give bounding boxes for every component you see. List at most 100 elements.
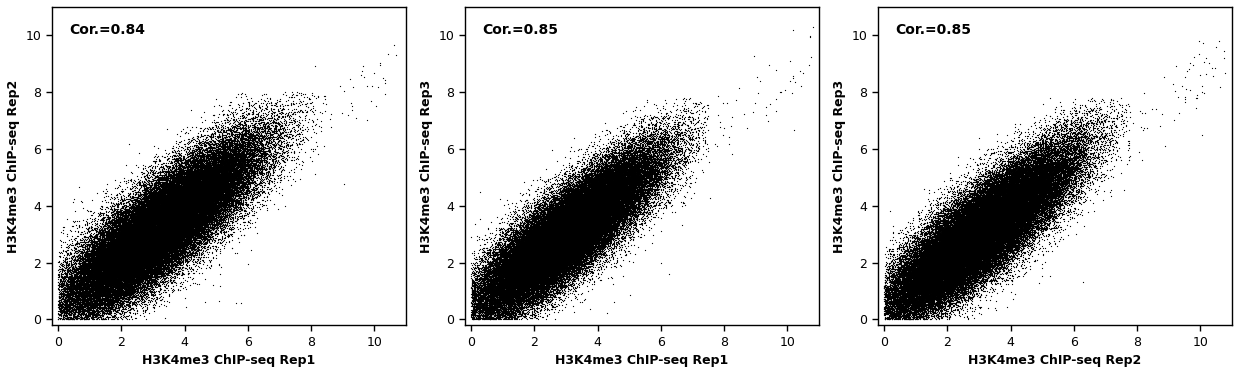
Point — [577, 223, 597, 229]
Point — [528, 242, 548, 248]
Point — [947, 232, 966, 238]
Point — [926, 255, 945, 261]
Point — [534, 285, 554, 291]
Point — [555, 251, 575, 257]
Point — [1098, 153, 1118, 159]
Point — [885, 281, 904, 287]
Point — [543, 193, 563, 199]
Point — [623, 199, 643, 205]
Point — [304, 103, 323, 109]
Point — [159, 236, 178, 242]
Point — [662, 135, 681, 141]
Point — [943, 231, 963, 237]
Point — [1033, 171, 1053, 177]
Point — [157, 215, 177, 221]
Point — [926, 289, 945, 295]
Point — [123, 213, 142, 219]
Point — [901, 232, 921, 238]
Point — [146, 259, 166, 265]
Point — [1022, 223, 1042, 229]
Point — [123, 237, 142, 243]
Point — [113, 270, 133, 276]
Point — [134, 268, 154, 274]
Point — [561, 240, 581, 246]
Point — [186, 226, 206, 232]
Point — [68, 233, 88, 239]
Point — [152, 250, 172, 256]
Point — [958, 255, 978, 261]
Point — [945, 221, 965, 227]
Point — [186, 177, 206, 183]
Point — [116, 267, 136, 273]
Point — [191, 183, 211, 189]
Point — [973, 246, 992, 252]
Point — [527, 295, 546, 301]
Point — [549, 234, 569, 240]
Point — [965, 196, 985, 202]
Point — [991, 199, 1011, 205]
Point — [113, 248, 133, 254]
Point — [598, 190, 618, 196]
Point — [199, 180, 219, 186]
Point — [170, 193, 190, 199]
Point — [207, 218, 227, 224]
Point — [546, 247, 566, 253]
Point — [118, 263, 138, 269]
Point — [953, 262, 973, 268]
Point — [648, 170, 668, 176]
Point — [1062, 186, 1082, 192]
Point — [181, 171, 201, 177]
Point — [105, 250, 125, 256]
Point — [984, 213, 1004, 219]
Point — [576, 222, 596, 228]
Point — [1002, 197, 1022, 203]
Point — [120, 193, 140, 199]
Point — [963, 234, 983, 240]
Point — [601, 195, 621, 201]
Point — [177, 187, 197, 193]
Point — [166, 230, 186, 236]
Point — [203, 236, 223, 242]
Point — [146, 205, 166, 211]
Point — [536, 227, 556, 233]
Point — [136, 265, 156, 271]
Point — [586, 200, 606, 206]
Point — [917, 253, 937, 259]
Point — [966, 243, 986, 249]
Point — [105, 289, 125, 295]
Point — [90, 257, 110, 263]
Point — [567, 233, 587, 239]
Point — [887, 272, 907, 278]
Point — [575, 203, 595, 209]
Point — [586, 215, 606, 221]
Point — [543, 246, 563, 252]
Point — [996, 195, 1016, 201]
Point — [195, 168, 214, 174]
Point — [186, 201, 206, 207]
Point — [135, 204, 155, 210]
Point — [161, 197, 181, 203]
Point — [112, 243, 131, 249]
Point — [97, 245, 116, 251]
Point — [104, 208, 124, 214]
Point — [1049, 171, 1069, 177]
Point — [607, 167, 627, 173]
Point — [665, 119, 685, 125]
Point — [567, 198, 587, 204]
Point — [556, 201, 576, 207]
Point — [118, 254, 138, 260]
Point — [1103, 174, 1123, 180]
Point — [169, 229, 188, 235]
Point — [1015, 226, 1035, 232]
Point — [124, 249, 144, 255]
Point — [533, 267, 553, 273]
Point — [121, 242, 141, 248]
Point — [87, 267, 107, 273]
Point — [948, 231, 968, 237]
Point — [142, 194, 162, 200]
Point — [875, 292, 895, 298]
Point — [139, 230, 159, 236]
Point — [1010, 215, 1030, 221]
Point — [964, 242, 984, 248]
Point — [938, 279, 958, 285]
